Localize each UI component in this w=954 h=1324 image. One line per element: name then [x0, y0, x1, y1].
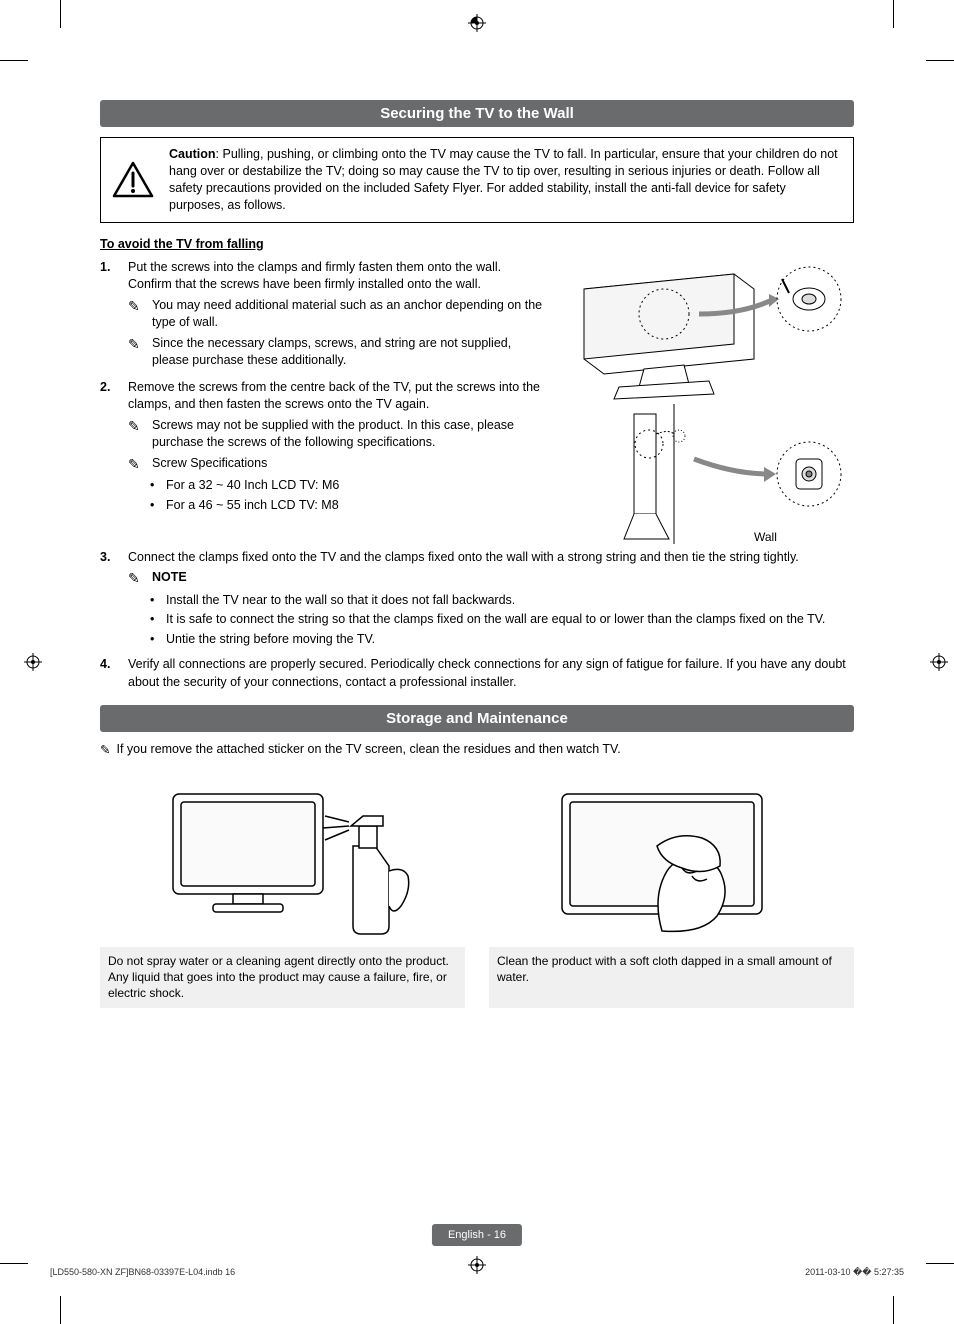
page-content: Securing the TV to the Wall Caution: Pul… — [100, 100, 854, 1274]
maintenance-image-spray — [100, 771, 465, 941]
step-text: Put the screws into the clamps and firml… — [128, 259, 544, 294]
step-number: 4. — [100, 656, 118, 691]
crop-mark — [926, 1263, 954, 1264]
note-icon: ✎ — [128, 569, 144, 589]
bullet-text: Install the TV near to the wall so that … — [166, 592, 515, 610]
bullet-icon: • — [150, 592, 158, 610]
subheading-avoid-falling: To avoid the TV from falling — [100, 237, 854, 251]
note-icon: ✎ — [128, 335, 144, 370]
wall-mount-diagram: Wall — [564, 259, 854, 549]
note-text: Screws may not be supplied with the prod… — [152, 417, 544, 452]
note-label: NOTE — [152, 569, 187, 589]
step-text: Remove the screws from the centre back o… — [128, 379, 544, 414]
steps-list: 1. Put the screws into the clamps and fi… — [100, 259, 544, 517]
note-icon: ✎ — [128, 417, 144, 452]
registration-mark-icon — [24, 653, 42, 671]
bullet-text: It is safe to connect the string so that… — [166, 611, 825, 629]
registration-mark-icon — [468, 14, 486, 32]
doc-timestamp: 2011-03-10 �� 5:27:35 — [805, 1267, 904, 1278]
storage-note-text: If you remove the attached sticker on th… — [116, 742, 620, 757]
bullet-icon: • — [150, 477, 158, 495]
bullet-text: For a 32 ~ 40 Inch LCD TV: M6 — [166, 477, 339, 495]
storage-note: ✎ If you remove the attached sticker on … — [100, 742, 854, 757]
crop-mark — [926, 60, 954, 61]
note-icon: ✎ — [128, 455, 144, 475]
note-text: Since the necessary clamps, screws, and … — [152, 335, 544, 370]
step-3: 3. Connect the clamps fixed onto the TV … — [100, 549, 854, 651]
crop-mark — [0, 1263, 28, 1264]
document-footer: [LD550-580-XN ZF]BN68-03397E-L04.indb 16… — [50, 1267, 904, 1278]
maintenance-image-cloth — [489, 771, 854, 941]
crop-mark — [893, 1296, 894, 1324]
crop-mark — [893, 0, 894, 28]
crop-mark — [0, 60, 28, 61]
page-number-badge: English - 16 — [432, 1224, 522, 1246]
step-text: Connect the clamps fixed onto the TV and… — [128, 549, 825, 567]
section-header-securing: Securing the TV to the Wall — [100, 100, 854, 127]
doc-filename: [LD550-580-XN ZF]BN68-03397E-L04.indb 16 — [50, 1267, 235, 1278]
crop-mark — [60, 1296, 61, 1324]
bullet-icon: • — [150, 497, 158, 515]
step-number: 2. — [100, 379, 118, 517]
caption-cloth: Clean the product with a soft cloth dapp… — [489, 947, 854, 1008]
section-header-storage: Storage and Maintenance — [100, 705, 854, 732]
step-4: 4. Verify all connections are properly s… — [100, 656, 854, 691]
note-icon: ✎ — [100, 742, 110, 757]
note-icon: ✎ — [128, 297, 144, 332]
step-1: 1. Put the screws into the clamps and fi… — [100, 259, 544, 373]
bullet-icon: • — [150, 611, 158, 629]
caption-spray: Do not spray water or a cleaning agent d… — [100, 947, 465, 1008]
bullet-icon: • — [150, 631, 158, 649]
caution-label: Caution — [169, 147, 216, 161]
note-text: Screw Specifications — [152, 455, 267, 475]
bullet-text: For a 46 ~ 55 inch LCD TV: M8 — [166, 497, 339, 515]
diagram-wall-label: Wall — [754, 530, 777, 544]
crop-mark — [60, 0, 61, 28]
caution-text: Caution: Pulling, pushing, or climbing o… — [169, 146, 843, 214]
caution-box: Caution: Pulling, pushing, or climbing o… — [100, 137, 854, 223]
step-number: 3. — [100, 549, 118, 651]
step-number: 1. — [100, 259, 118, 373]
steps-list-continued: 3. Connect the clamps fixed onto the TV … — [100, 549, 854, 692]
registration-mark-icon — [930, 653, 948, 671]
step-text: Verify all connections are properly secu… — [128, 656, 854, 691]
step-2: 2. Remove the screws from the centre bac… — [100, 379, 544, 517]
warning-icon — [111, 146, 155, 214]
bullet-text: Untie the string before moving the TV. — [166, 631, 375, 649]
note-text: You may need additional material such as… — [152, 297, 544, 332]
caution-body: : Pulling, pushing, or climbing onto the… — [169, 147, 838, 212]
